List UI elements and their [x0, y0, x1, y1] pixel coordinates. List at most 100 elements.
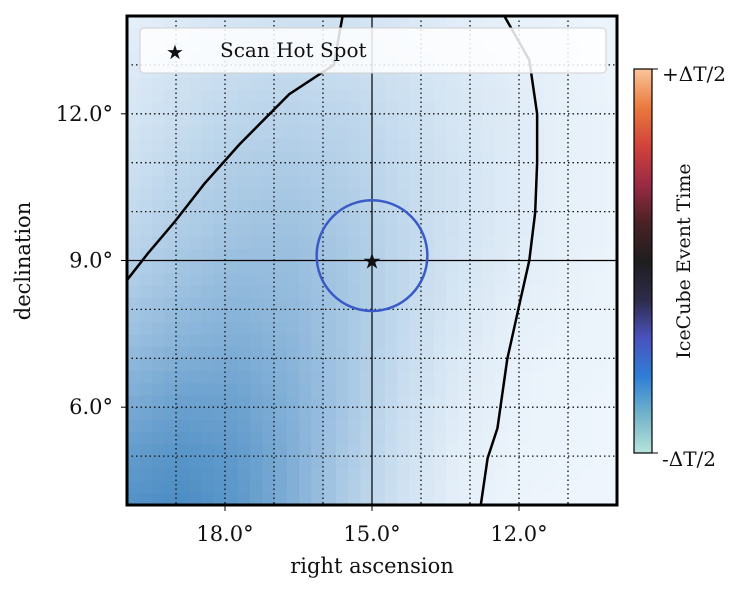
heatmap-cell [482, 77, 496, 90]
heatmap-cell [335, 113, 349, 127]
heatmap-cell [421, 358, 434, 372]
heatmap-cell [531, 174, 545, 188]
heatmap-cell [408, 260, 422, 274]
heatmap-cell [445, 480, 459, 494]
heatmap-cell [176, 236, 189, 249]
heatmap-cell [519, 443, 532, 457]
heatmap-cell [408, 101, 422, 115]
heatmap-cell [506, 443, 520, 457]
heatmap-cell [310, 89, 324, 103]
heatmap-cell [519, 223, 532, 237]
heatmap-cell [592, 456, 606, 469]
heatmap-cell [335, 443, 349, 457]
heatmap-cell [286, 101, 300, 115]
heatmap-cell [445, 321, 459, 335]
heatmap-cell [433, 138, 447, 152]
heatmap-cell [347, 468, 361, 482]
heatmap-cell [396, 492, 410, 505]
heatmap-cell [445, 407, 459, 421]
heatmap-cell [580, 113, 594, 127]
heatmap-cell [543, 162, 557, 176]
heatmap-cell [408, 431, 422, 445]
heatmap-cell [384, 346, 398, 359]
heatmap-cell [445, 113, 459, 127]
heatmap-cell [421, 77, 434, 90]
colorbar-gradient [633, 68, 653, 454]
heatmap-cell [494, 382, 508, 396]
heatmap-cell [323, 260, 336, 274]
heatmap-cell [384, 419, 398, 433]
heatmap-cell [261, 211, 275, 225]
heatmap-cell [359, 394, 373, 408]
heatmap-cell [335, 492, 349, 505]
heatmap-cell [310, 382, 324, 396]
heatmap-cell [249, 174, 263, 188]
heatmap-cell [249, 358, 263, 372]
heatmap-cell [384, 211, 398, 225]
heatmap-cell [151, 223, 165, 237]
heatmap-cell [274, 284, 287, 298]
heatmap-cell [580, 260, 594, 274]
heatmap-cell [127, 394, 140, 408]
heatmap-cell [506, 113, 520, 127]
heatmap-cell [188, 126, 202, 139]
heatmap-cell [225, 126, 238, 139]
heatmap-cell [519, 16, 532, 29]
heatmap-cell [372, 211, 385, 225]
heatmap-cell [580, 77, 594, 90]
heatmap-cell [200, 284, 214, 298]
heatmap-cell [568, 297, 581, 310]
heatmap-cell [531, 431, 545, 445]
heatmap-cell [592, 187, 606, 200]
heatmap-cell [200, 480, 214, 494]
heatmap-cell [323, 126, 336, 139]
heatmap-cell [347, 187, 361, 200]
heatmap-cell [555, 297, 569, 310]
heatmap-cell [494, 333, 508, 347]
heatmap-cell [212, 468, 226, 482]
heatmap-cell [568, 443, 581, 457]
error-circle [315, 198, 429, 313]
heatmap-cell [433, 187, 447, 200]
heatmap-cell [127, 89, 140, 103]
heatmap-cell [286, 284, 300, 298]
heatmap-cell [543, 113, 557, 127]
heatmap-cell [249, 199, 263, 213]
heatmap-cell [335, 150, 349, 164]
heatmap-cell [274, 468, 287, 482]
heatmap-cell [470, 150, 483, 164]
heatmap-cell [604, 272, 617, 286]
heatmap-cell [163, 101, 177, 115]
heatmap-cell [519, 358, 532, 372]
heatmap-cell [151, 272, 165, 286]
heatmap-cell [470, 236, 483, 249]
heatmap-cell [274, 150, 287, 164]
heatmap-cell [519, 174, 532, 188]
heatmap-cell [298, 431, 312, 445]
heatmap-cell [580, 309, 594, 323]
heatmap-cell [433, 284, 447, 298]
heatmap-cell [188, 480, 202, 494]
heatmap-cell [176, 89, 189, 103]
heatmap-cell [421, 113, 434, 127]
heatmap-cell [580, 248, 594, 262]
heatmap-cell [457, 346, 471, 359]
heatmap-cell [519, 150, 532, 164]
heatmap-cell [457, 138, 471, 152]
heatmap-cell [176, 468, 189, 482]
heatmap-cell [163, 407, 177, 421]
heatmap-cell [494, 407, 508, 421]
heatmap-cell [237, 321, 251, 335]
heatmap-cell [384, 358, 398, 372]
heatmap-cell [359, 211, 373, 225]
heatmap-cell [433, 126, 447, 139]
heatmap-cell [592, 431, 606, 445]
heatmap-cell [506, 236, 520, 249]
heatmap-cell [249, 407, 263, 421]
heatmap-cell [347, 333, 361, 347]
heatmap-cell [212, 223, 226, 237]
heatmap-cell [604, 138, 617, 152]
heatmap-cell [163, 272, 177, 286]
heatmap-cell [408, 370, 422, 384]
heatmap-cell [335, 394, 349, 408]
